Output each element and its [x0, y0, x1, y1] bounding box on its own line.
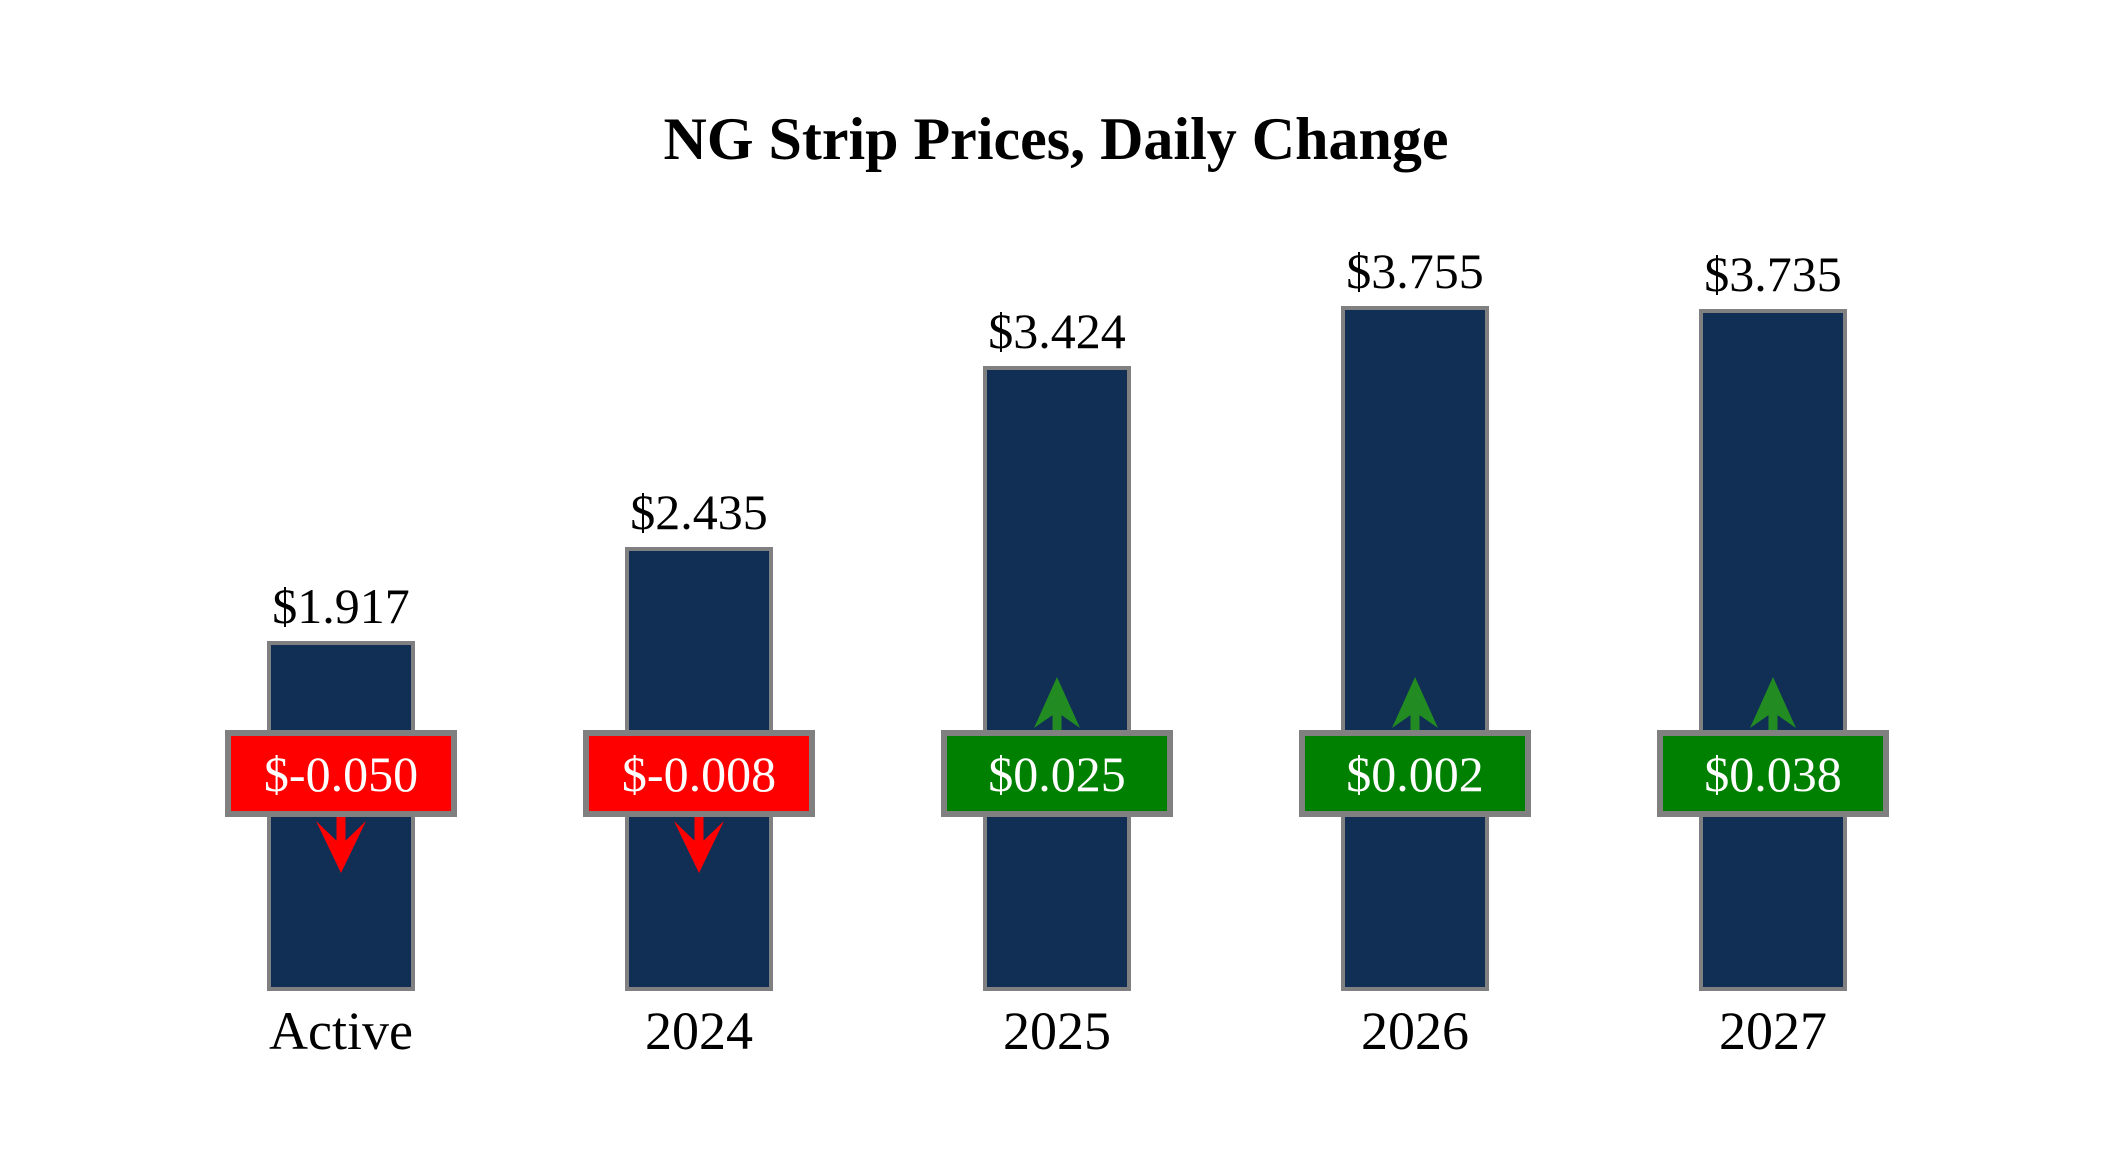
category-label: Active — [269, 1001, 413, 1061]
category-label: 2025 — [1003, 1001, 1111, 1061]
change-badge: $-0.008 — [583, 730, 815, 817]
change-value: $0.025 — [988, 745, 1126, 802]
price-label: $3.755 — [1346, 243, 1484, 299]
category-label: 2024 — [645, 1001, 753, 1061]
bar — [625, 547, 773, 991]
bar — [267, 641, 415, 991]
down-arrow-icon — [315, 817, 367, 873]
change-value: $-0.008 — [621, 745, 777, 802]
price-label: $2.435 — [630, 484, 768, 540]
change-value: $0.038 — [1704, 745, 1842, 802]
up-arrow-icon — [1391, 677, 1439, 731]
up-arrow-icon — [1749, 677, 1797, 731]
change-badge: $0.025 — [941, 730, 1173, 817]
change-badge: $0.038 — [1657, 730, 1889, 817]
change-value: $-0.050 — [263, 745, 419, 802]
price-label: $1.917 — [272, 578, 410, 634]
category-label: 2027 — [1719, 1001, 1827, 1061]
change-badge: $-0.050 — [225, 730, 457, 817]
chart-title: NG Strip Prices, Daily Change — [663, 106, 1449, 172]
bar — [1341, 306, 1489, 991]
category-label: 2026 — [1361, 1001, 1469, 1061]
bar — [983, 366, 1131, 991]
change-value: $0.002 — [1346, 745, 1484, 802]
price-label: $3.735 — [1704, 246, 1842, 302]
up-arrow-icon — [1033, 677, 1081, 731]
change-badge: $0.002 — [1299, 730, 1531, 817]
price-label: $3.424 — [988, 303, 1126, 359]
down-arrow-icon — [673, 817, 725, 873]
bar — [1699, 309, 1847, 991]
